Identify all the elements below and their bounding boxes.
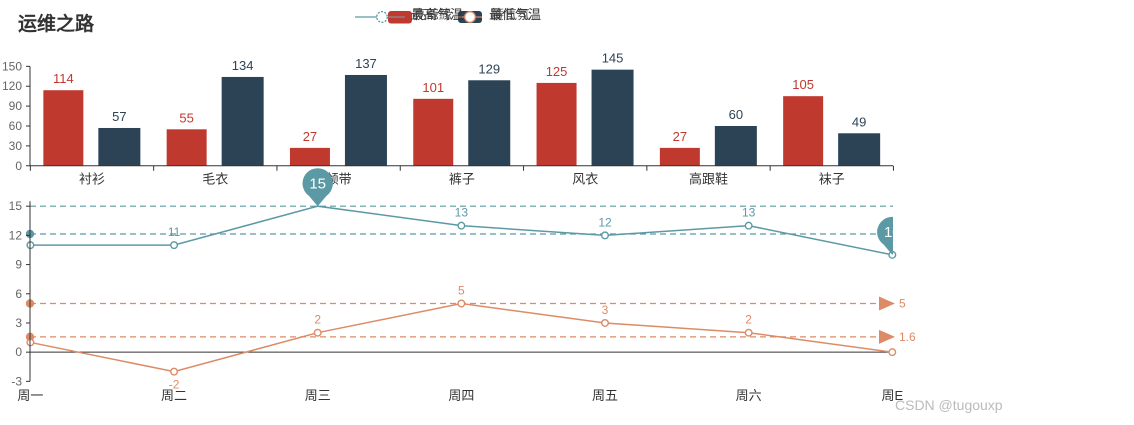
svg-text:15: 15 <box>309 175 326 192</box>
svg-text:10: 10 <box>884 224 901 241</box>
